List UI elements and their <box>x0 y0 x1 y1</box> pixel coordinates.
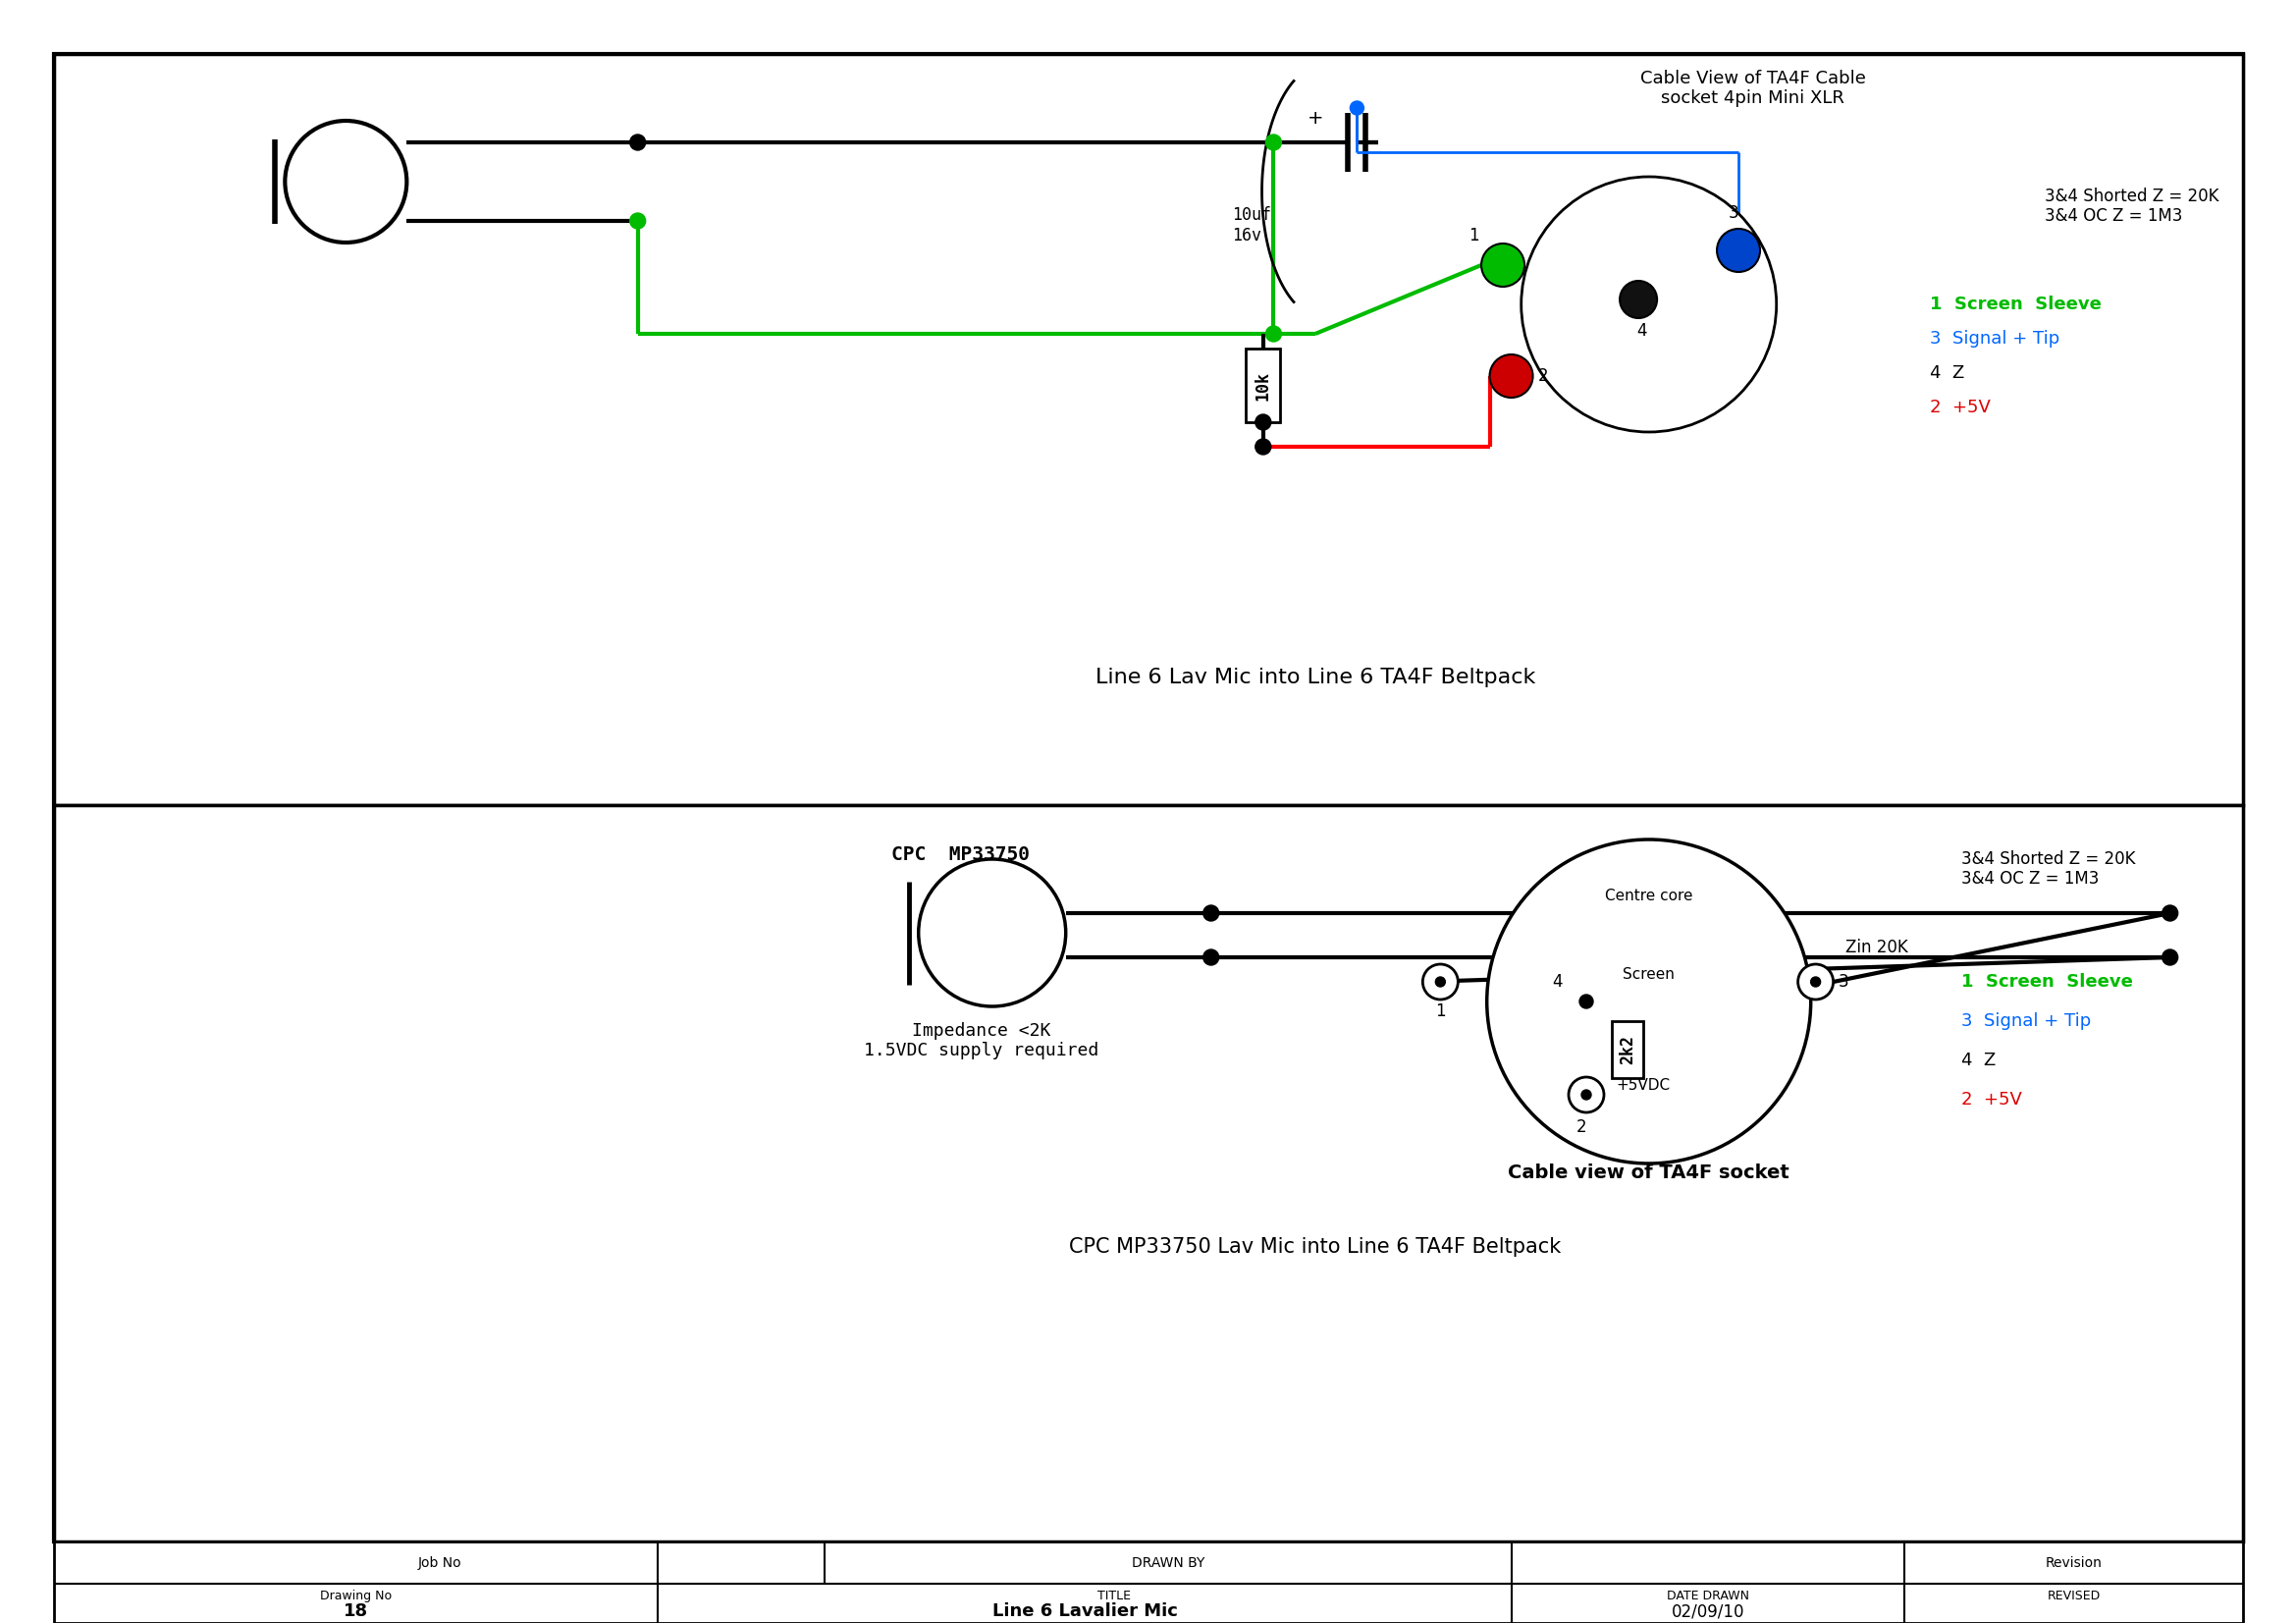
Circle shape <box>1580 995 1593 1008</box>
Text: Screen: Screen <box>1623 967 1674 982</box>
Text: Zin 20K: Zin 20K <box>1846 938 1908 956</box>
Circle shape <box>1568 1078 1605 1112</box>
Text: 10k: 10k <box>1254 370 1272 401</box>
Circle shape <box>1265 135 1281 151</box>
Text: 1  Screen  Sleeve: 1 Screen Sleeve <box>1931 295 2101 313</box>
Circle shape <box>1522 177 1777 432</box>
Text: 2  +5V: 2 +5V <box>1931 399 1991 417</box>
Text: CPC MP33750 Lav Mic into Line 6 TA4F Beltpack: CPC MP33750 Lav Mic into Line 6 TA4F Bel… <box>1070 1237 1561 1256</box>
Circle shape <box>1203 949 1219 966</box>
Bar <box>55 1542 2243 1623</box>
Text: 3: 3 <box>1837 974 1848 990</box>
Text: 18: 18 <box>344 1602 367 1620</box>
Text: 2k2: 2k2 <box>1619 1035 1637 1065</box>
Text: 3&4 Shorted Z = 20K
3&4 OC Z = 1M3: 3&4 Shorted Z = 20K 3&4 OC Z = 1M3 <box>2046 187 2220 226</box>
Circle shape <box>1490 354 1534 398</box>
Text: 1: 1 <box>1467 227 1479 245</box>
Text: 1: 1 <box>1435 1003 1446 1021</box>
Circle shape <box>1481 243 1525 287</box>
Text: 4: 4 <box>1637 321 1646 339</box>
Text: 1  Screen  Sleeve: 1 Screen Sleeve <box>1961 974 2133 990</box>
Circle shape <box>629 135 645 151</box>
Circle shape <box>1812 977 1821 987</box>
Circle shape <box>1203 906 1219 920</box>
Text: Revision: Revision <box>2046 1556 2103 1569</box>
Text: 4  Z: 4 Z <box>1931 364 1965 381</box>
Circle shape <box>1798 964 1832 1000</box>
Circle shape <box>2163 906 2179 920</box>
Bar <box>55 805 2243 1542</box>
Text: 2  +5V: 2 +5V <box>1961 1091 2023 1109</box>
Text: DATE DRAWN: DATE DRAWN <box>1667 1589 1750 1602</box>
Text: 3  Signal + Tip: 3 Signal + Tip <box>1931 329 2060 347</box>
Bar <box>1612 1021 1644 1078</box>
Circle shape <box>2163 949 2179 966</box>
Circle shape <box>1256 438 1272 454</box>
Circle shape <box>1488 839 1812 1164</box>
Circle shape <box>1256 414 1272 430</box>
Text: Impedance <2K
1.5VDC supply required: Impedance <2K 1.5VDC supply required <box>863 1022 1100 1060</box>
Circle shape <box>1424 964 1458 1000</box>
Circle shape <box>1435 977 1444 987</box>
Text: 02/09/10: 02/09/10 <box>1671 1602 1745 1620</box>
Text: 4: 4 <box>1552 974 1561 990</box>
Text: +: + <box>1306 109 1322 127</box>
Circle shape <box>1619 281 1658 318</box>
Circle shape <box>285 120 406 242</box>
Text: Line 6 Lavalier Mic: Line 6 Lavalier Mic <box>992 1602 1178 1620</box>
Text: REVISED: REVISED <box>2048 1589 2101 1602</box>
Text: TITLE: TITLE <box>1097 1589 1132 1602</box>
Circle shape <box>1350 101 1364 115</box>
Circle shape <box>1717 229 1761 273</box>
Bar <box>1247 349 1281 422</box>
Text: 4  Z: 4 Z <box>1961 1052 1995 1070</box>
Text: DRAWN BY: DRAWN BY <box>1132 1556 1205 1569</box>
Circle shape <box>1265 326 1281 342</box>
Text: 2: 2 <box>1575 1118 1587 1136</box>
Text: 3  Signal + Tip: 3 Signal + Tip <box>1961 1013 2092 1031</box>
Text: Centre core: Centre core <box>1605 888 1692 902</box>
Text: 2: 2 <box>1538 367 1550 385</box>
Text: CPC  MP33750: CPC MP33750 <box>891 846 1031 863</box>
Circle shape <box>1582 1091 1591 1100</box>
Text: Drawing No: Drawing No <box>319 1589 393 1602</box>
Text: Cable view of TA4F socket: Cable view of TA4F socket <box>1508 1164 1789 1183</box>
Bar <box>55 54 2243 805</box>
Text: 10uf
16v: 10uf 16v <box>1233 206 1272 245</box>
Text: Cable View of TA4F Cable
socket 4pin Mini XLR: Cable View of TA4F Cable socket 4pin Min… <box>1639 70 1867 107</box>
Text: 3: 3 <box>1729 204 1738 222</box>
Circle shape <box>918 859 1065 1006</box>
Text: Job No: Job No <box>418 1556 461 1569</box>
Circle shape <box>629 213 645 229</box>
Text: +5VDC: +5VDC <box>1616 1078 1669 1092</box>
Text: 3&4 Shorted Z = 20K
3&4 OC Z = 1M3: 3&4 Shorted Z = 20K 3&4 OC Z = 1M3 <box>1961 850 2135 888</box>
Text: Line 6 Lav Mic into Line 6 TA4F Beltpack: Line 6 Lav Mic into Line 6 TA4F Beltpack <box>1095 667 1536 687</box>
